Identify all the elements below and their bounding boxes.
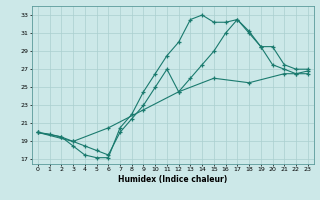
X-axis label: Humidex (Indice chaleur): Humidex (Indice chaleur)	[118, 175, 228, 184]
